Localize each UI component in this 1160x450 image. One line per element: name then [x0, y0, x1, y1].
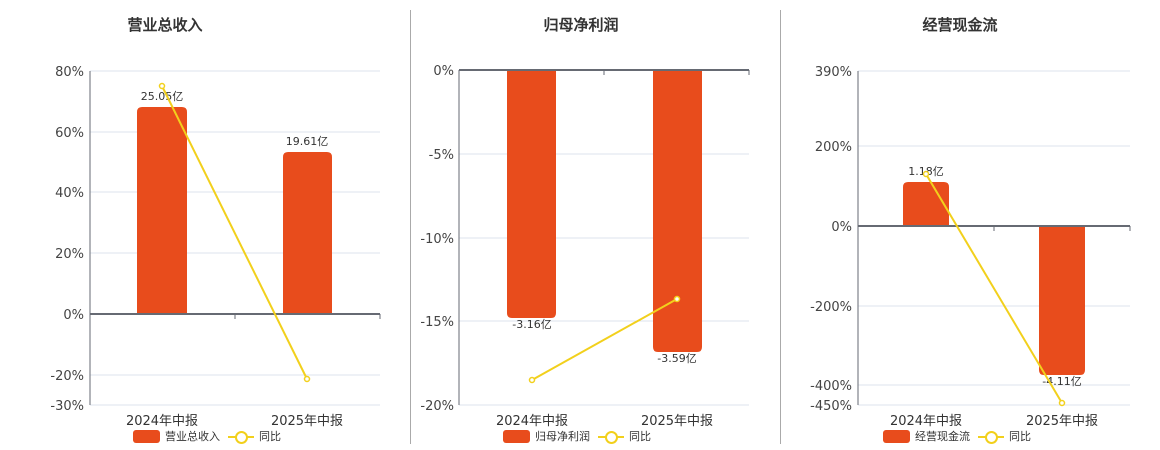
panel-divider: [780, 10, 781, 444]
bar-value-label: 19.61亿: [286, 135, 329, 148]
chart-net-profit-plot: 0% -5% -10% -15% -20% -3.16亿 -3.59亿 2024…: [420, 64, 750, 429]
legend-line-icon[interactable]: [598, 430, 624, 444]
chart-revenue: 营业总收入 80% 60% 40% 20% 0% -20% -30% 25.05…: [0, 0, 410, 450]
panel-divider: [410, 10, 411, 444]
y-tick: -5%: [429, 148, 454, 163]
chart-title: 营业总收入: [127, 16, 203, 34]
y-tick: 200%: [815, 140, 852, 155]
y-tick: -20%: [50, 369, 84, 384]
y-tick: 0%: [831, 220, 852, 235]
bar-2024: [137, 107, 187, 314]
y-tick: -30%: [50, 399, 84, 414]
chart-title: 归母净利润: [543, 16, 619, 34]
y-tick: -400%: [810, 379, 852, 394]
legend-bar-swatch[interactable]: [133, 429, 160, 443]
legend-line-label[interactable]: 同比: [629, 430, 651, 443]
y-tick: -10%: [420, 232, 454, 247]
y-tick: -15%: [420, 315, 454, 330]
bar-value-label: -3.16亿: [512, 318, 551, 331]
y-tick: 80%: [55, 65, 84, 80]
legend-line-icon[interactable]: [228, 430, 254, 444]
legend-line-label[interactable]: 同比: [259, 430, 281, 443]
x-category: 2025年中报: [1026, 414, 1098, 429]
legend-line-icon[interactable]: [978, 430, 1004, 444]
chart-net-profit: 归母净利润 0% -5% -10% -15% -20% -3.16亿 -3.59…: [411, 0, 781, 450]
legend: 营业总收入 同比: [133, 428, 281, 444]
chart-revenue-plot: 80% 60% 40% 20% 0% -20% -30% 25.05亿 19.6…: [50, 65, 381, 429]
chart-title: 经营现金流: [922, 16, 998, 34]
legend-bar-label[interactable]: 经营现金流: [915, 430, 970, 443]
legend-bar-swatch[interactable]: [883, 429, 910, 443]
x-category: 2024年中报: [496, 414, 568, 429]
x-category: 2024年中报: [126, 414, 198, 429]
x-category: 2025年中报: [271, 414, 343, 429]
yoy-point: [1058, 399, 1066, 407]
y-tick: 40%: [55, 186, 84, 201]
bar-2025: [653, 70, 702, 352]
x-category: 2025年中报: [641, 414, 713, 429]
yoy-point: [303, 375, 311, 383]
y-tick: 0%: [433, 64, 454, 79]
legend-bar-label[interactable]: 营业总收入: [165, 430, 220, 443]
legend-bar-swatch[interactable]: [503, 429, 530, 443]
legend-line-label[interactable]: 同比: [1009, 430, 1031, 443]
legend-bar-label[interactable]: 归母净利润: [535, 430, 590, 443]
y-tick: 20%: [55, 247, 84, 262]
bar-2024: [903, 182, 949, 226]
y-tick: 60%: [55, 126, 84, 141]
x-category: 2024年中报: [890, 414, 962, 429]
bar-2025: [283, 152, 332, 314]
y-tick: 390%: [815, 65, 852, 80]
y-tick: 0%: [63, 308, 84, 323]
legend: 归母净利润 同比: [503, 428, 651, 444]
chart-operating-cashflow: 经营现金流 390% 200% 0% -200% -400% -450% 1.1…: [781, 0, 1160, 450]
bar-2025: [1039, 226, 1085, 375]
yoy-point: [528, 376, 536, 384]
yoy-point: [922, 170, 930, 178]
chart-operating-cashflow-plot: 390% 200% 0% -200% -400% -450% 1.18亿 -4.…: [810, 65, 1131, 429]
yoy-point: [673, 295, 681, 303]
y-tick: -450%: [810, 399, 852, 414]
bar-2024: [507, 70, 556, 318]
bar-value-label: -3.59亿: [657, 352, 696, 365]
y-tick: -20%: [420, 399, 454, 414]
yoy-point: [158, 82, 166, 90]
bar-value-label: 25.05亿: [141, 90, 184, 103]
y-tick: -200%: [810, 300, 852, 315]
legend: 经营现金流 同比: [883, 428, 1031, 444]
